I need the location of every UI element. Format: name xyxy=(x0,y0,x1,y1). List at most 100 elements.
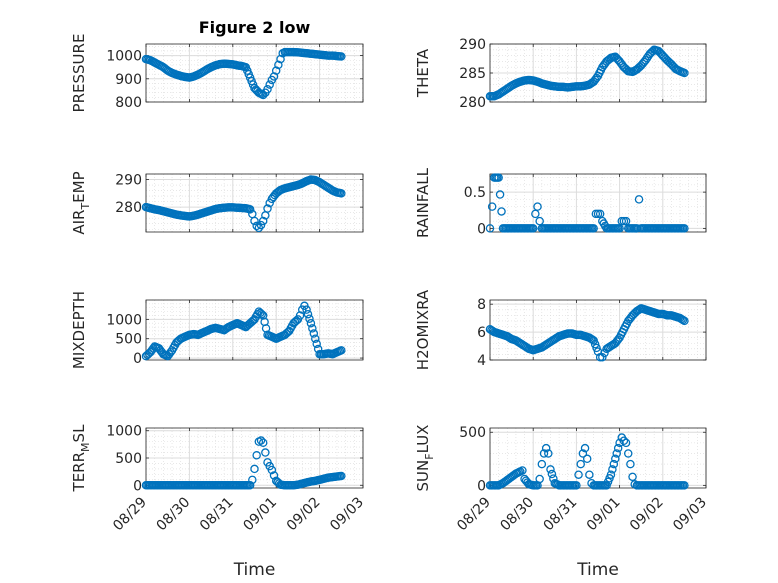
data-point xyxy=(680,316,689,326)
data-point xyxy=(598,352,607,362)
x-tick-label: 09/03 xyxy=(327,494,367,534)
data-point xyxy=(306,318,316,328)
data-point xyxy=(544,449,553,458)
data-point xyxy=(608,465,617,474)
data-point xyxy=(485,224,495,233)
y-tick-label: 0 xyxy=(133,478,142,494)
data-point xyxy=(256,220,266,230)
y-tick-label: 6 xyxy=(477,325,486,341)
data-point xyxy=(274,60,283,70)
y-tick-label: 280 xyxy=(459,95,486,111)
data-point xyxy=(271,66,281,75)
data-point xyxy=(312,339,321,349)
data-point xyxy=(487,202,497,211)
y-tick-label: 1000 xyxy=(106,49,142,65)
data-point xyxy=(621,438,631,448)
data-point xyxy=(337,471,346,481)
subplot-4: 0 0.5 RAINFALL xyxy=(414,167,707,238)
axes-background xyxy=(490,428,706,488)
data-point xyxy=(585,470,594,479)
data-point xyxy=(245,205,255,214)
data-point xyxy=(305,314,314,323)
y-axis-label: AIRTEMP xyxy=(70,171,92,234)
y-tick-label: 0 xyxy=(477,221,486,237)
y-tick-label: 290 xyxy=(115,173,142,189)
y-tick-label: 1000 xyxy=(106,312,142,328)
data-point xyxy=(606,470,616,479)
data-point xyxy=(592,343,601,353)
data-point xyxy=(678,315,688,325)
data-point xyxy=(269,471,279,480)
data-point xyxy=(295,311,305,320)
data-point xyxy=(308,324,317,333)
data-point xyxy=(258,216,268,226)
data-point xyxy=(337,189,346,198)
data-point xyxy=(609,459,619,469)
data-point xyxy=(518,466,527,475)
data-point xyxy=(252,451,261,460)
subplot-2: 280 285 290 THETA xyxy=(414,37,707,111)
data-point xyxy=(276,54,285,64)
y-tick-label: 0 xyxy=(133,351,142,367)
x-tick-label: 08/30 xyxy=(154,494,194,534)
data-point xyxy=(263,84,272,94)
data-point xyxy=(590,339,600,349)
data-point xyxy=(245,481,255,490)
data-point xyxy=(257,309,266,319)
data-point xyxy=(539,449,549,458)
data-point xyxy=(589,336,598,345)
data-point xyxy=(609,339,619,349)
data-point xyxy=(537,459,547,469)
y-tick-label: 0.5 xyxy=(464,185,486,201)
data-point xyxy=(497,207,506,216)
data-point xyxy=(628,472,637,482)
data-point xyxy=(680,224,689,233)
data-point xyxy=(576,459,585,469)
data-point xyxy=(256,436,266,445)
x-axis-label: Time xyxy=(233,560,276,580)
y-tick-label: 1000 xyxy=(106,424,142,440)
y-axis-label: MIXDEPTH xyxy=(70,291,88,369)
y-tick-label: 285 xyxy=(459,66,486,82)
axes-frame xyxy=(145,43,364,103)
data-point xyxy=(258,438,268,447)
y-tick-label: 900 xyxy=(115,72,142,88)
data-point xyxy=(611,454,620,464)
data-point xyxy=(680,68,689,78)
data-point xyxy=(528,224,538,233)
data-point xyxy=(572,481,581,490)
y-tick-label: 500 xyxy=(115,332,142,348)
data-point xyxy=(269,72,279,81)
subplot-3: 280 290 AIRTEMP xyxy=(70,171,364,235)
data-point xyxy=(263,204,272,213)
x-tick-label: 09/02 xyxy=(627,494,667,534)
data-point xyxy=(615,438,624,448)
y-axis-label: RAINFALL xyxy=(414,167,432,238)
x-tick-label: 08/30 xyxy=(497,494,537,534)
y-tick-label: 280 xyxy=(115,200,142,216)
data-point xyxy=(337,52,346,61)
data-point xyxy=(580,443,590,453)
data-point xyxy=(309,329,319,338)
data-point xyxy=(541,443,551,453)
y-axis-label: H2OMIXRA xyxy=(414,289,432,370)
subplot-6: 4 6 8 H2OMIXRA xyxy=(414,289,707,370)
y-tick-label: 290 xyxy=(459,37,486,53)
y-axis-label: SUNFLUX xyxy=(414,425,436,492)
data-point xyxy=(302,305,311,314)
y-tick-label: 8 xyxy=(477,297,486,313)
y-tick-label: 500 xyxy=(459,425,486,441)
data-point xyxy=(642,53,652,63)
x-tick-label: 08/29 xyxy=(110,494,150,534)
y-tick-label: 4 xyxy=(477,353,486,369)
y-axis-label: PRESSURE xyxy=(70,34,88,113)
data-point xyxy=(533,202,542,211)
data-point xyxy=(494,173,503,182)
x-tick-label: 08/31 xyxy=(197,494,237,534)
subplot-8: 0 500 08/29 08/30 08/31 09/01 09/02 09/03 Time SU… xyxy=(414,425,710,580)
subplot-5: 0 500 1000 MIXDEPTH xyxy=(70,291,364,369)
plot-title: Figure 2 low xyxy=(199,18,311,37)
y-tick-label: 500 xyxy=(115,451,142,467)
data-point xyxy=(612,449,621,458)
